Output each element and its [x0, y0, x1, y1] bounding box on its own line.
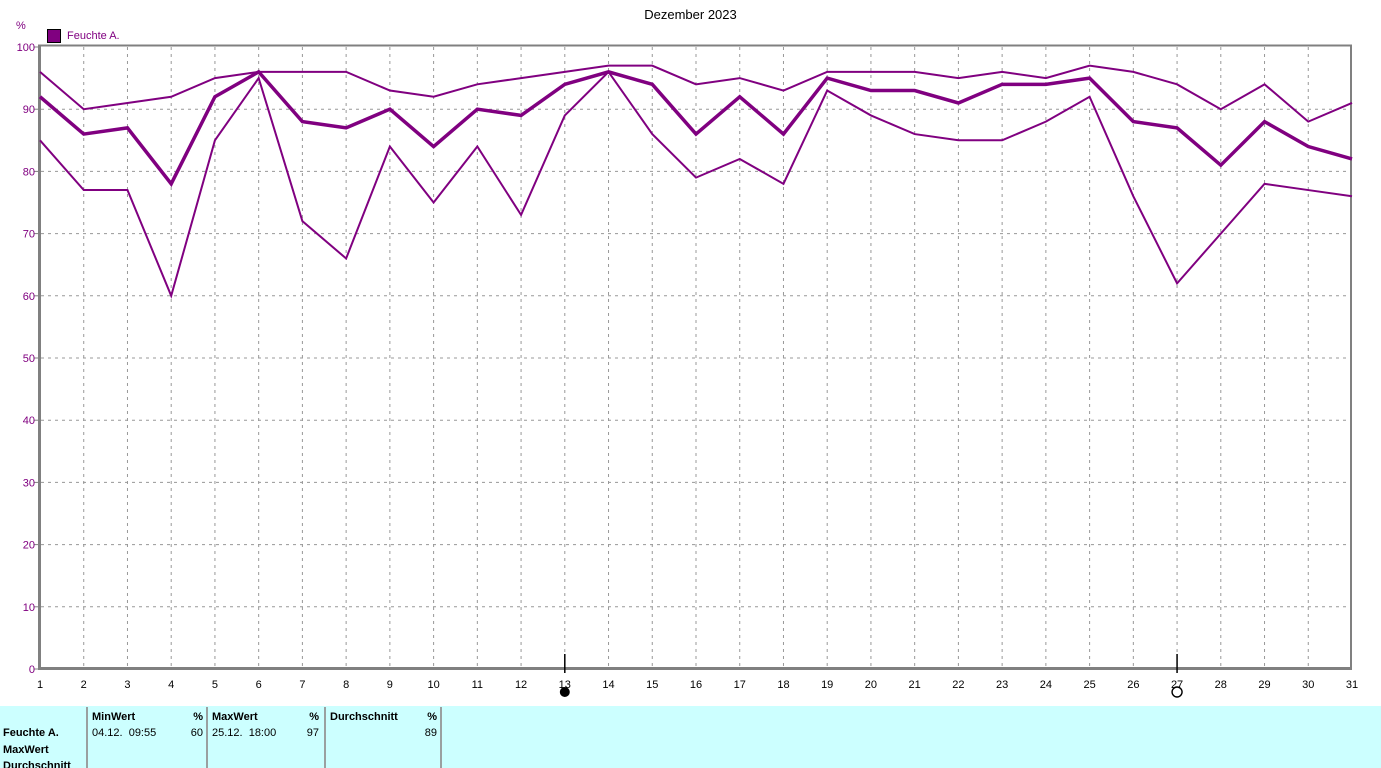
- y-tick-label: 0: [29, 664, 35, 676]
- minwert-column-header: MinWert: [92, 711, 136, 723]
- y-axis-unit-label: %: [16, 20, 26, 32]
- row-label-maxwert: MaxWert: [3, 744, 49, 756]
- min-datetime-value: 04.12. 09:55: [92, 727, 157, 739]
- legend-swatch-icon: [47, 29, 61, 43]
- table-separator: [86, 707, 88, 768]
- x-tick-label: 28: [1215, 679, 1227, 691]
- table-separator: [206, 707, 208, 768]
- y-tick-label: 100: [17, 42, 35, 54]
- x-tick-label: 23: [996, 679, 1008, 691]
- durchschnitt-unit-header: %: [427, 711, 437, 723]
- min-percent-value: 60: [190, 727, 203, 739]
- x-tick-label: 16: [690, 679, 702, 691]
- x-tick-label: 25: [1083, 679, 1095, 691]
- x-tick-label: 1: [37, 679, 43, 691]
- x-tick-label: 2: [81, 679, 87, 691]
- x-tick-label: 15: [646, 679, 658, 691]
- new-moon-icon: [559, 687, 570, 697]
- maxwert-unit-header: %: [309, 711, 319, 723]
- x-tick-label: 18: [777, 679, 789, 691]
- maxwert-column-header: MaxWert: [212, 711, 258, 723]
- y-tick-label: 60: [23, 291, 35, 303]
- legend: Feuchte A.: [47, 29, 120, 43]
- y-tick-label: 80: [23, 166, 35, 178]
- x-tick-label: 13: [559, 679, 571, 691]
- y-tick-label: 70: [23, 229, 35, 241]
- minwert-unit-header: %: [193, 711, 203, 723]
- y-tick-label: 10: [23, 602, 35, 614]
- x-tick-label: 11: [472, 679, 483, 691]
- x-tick-label: 7: [299, 679, 305, 691]
- x-tick-label: 30: [1302, 679, 1314, 691]
- series-row-label: Feuchte A.: [3, 727, 59, 739]
- y-tick-label: 50: [23, 353, 35, 365]
- table-separator: [324, 707, 326, 768]
- x-tick-label: 22: [952, 679, 964, 691]
- max-percent-value: 97: [306, 727, 319, 739]
- x-tick-label: 17: [734, 679, 746, 691]
- x-tick-label: 26: [1127, 679, 1139, 691]
- x-tick-label: 12: [515, 679, 527, 691]
- y-tick-label: 90: [23, 104, 35, 116]
- table-separator: [440, 707, 442, 768]
- avg-line: [38, 69, 1353, 188]
- y-tick-label: 20: [23, 540, 35, 552]
- x-tick-label: 24: [1040, 679, 1052, 691]
- x-tick-label: 6: [256, 679, 262, 691]
- x-tick-label: 29: [1258, 679, 1270, 691]
- min-line: [39, 70, 1353, 299]
- y-tick-label: 40: [23, 415, 35, 427]
- y-tick-label: 30: [23, 477, 35, 489]
- x-tick-label: 20: [865, 679, 877, 691]
- max-line: [39, 64, 1353, 123]
- max-datetime-value: 25.12. 18:00: [212, 727, 277, 739]
- x-tick-label: 8: [343, 679, 349, 691]
- x-tick-label: 10: [427, 679, 439, 691]
- legend-label: Feuchte A.: [67, 30, 120, 42]
- summary-table: MinWert % MaxWert % Durchschnitt % Feuch…: [0, 706, 1381, 768]
- x-tick-label: 21: [909, 679, 921, 691]
- x-tick-label: 9: [387, 679, 393, 691]
- full-moon-icon: [1171, 686, 1183, 698]
- x-tick-label: 4: [168, 679, 174, 691]
- avg-percent-value: 89: [424, 727, 437, 739]
- durchschnitt-column-header: Durchschnitt: [330, 711, 398, 723]
- row-label-durchschnitt: Durchschnitt: [3, 760, 71, 768]
- x-tick-label: 31: [1346, 679, 1358, 691]
- x-tick-label: 3: [124, 679, 130, 691]
- x-tick-label: 19: [821, 679, 833, 691]
- chart-title: Dezember 2023: [644, 7, 737, 22]
- x-tick-label: 5: [212, 679, 218, 691]
- x-tick-label: 14: [602, 679, 614, 691]
